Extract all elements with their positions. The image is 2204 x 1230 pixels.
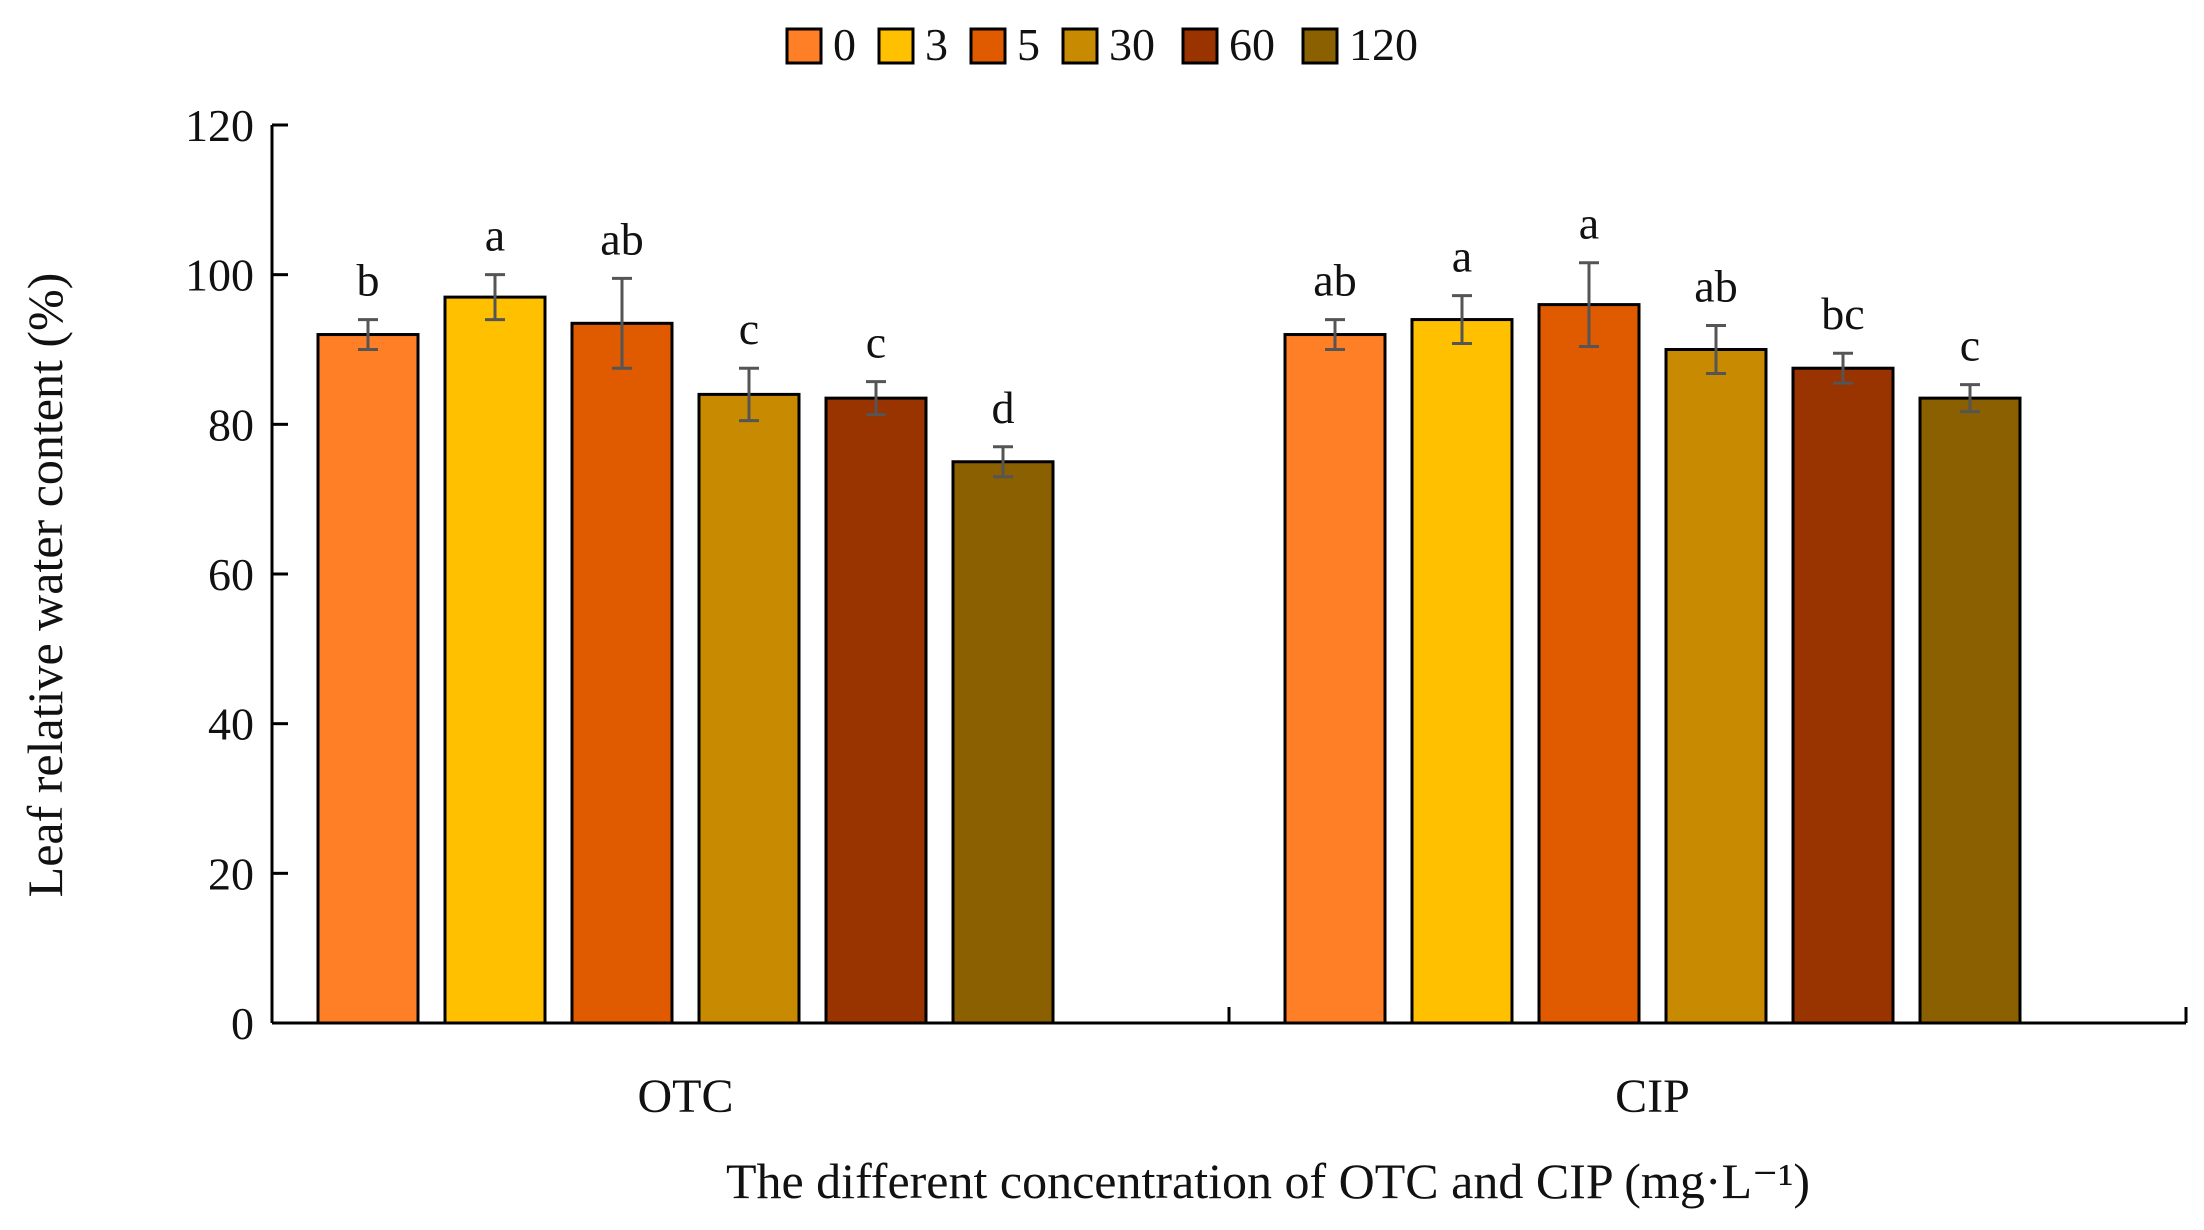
- significance-letter: ab: [1313, 255, 1356, 306]
- y-tick-label: 100: [185, 250, 254, 301]
- bar-otc-5: [570, 321, 674, 1025]
- legend-swatch-120: [1301, 27, 1339, 65]
- significance-letter: c: [1960, 320, 1980, 371]
- y-tick-label: 40: [208, 699, 254, 750]
- bar-cip-5: [1537, 303, 1641, 1025]
- bar-otc-30: [697, 392, 801, 1025]
- legend: 0 3 5 30 60 120: [785, 19, 1418, 70]
- x-tick-label: CIP: [1615, 1070, 1690, 1123]
- legend-label: 30: [1109, 19, 1155, 70]
- bar-cip-3: [1410, 318, 1514, 1025]
- legend-label: 3: [925, 19, 948, 70]
- bar-cip-30: [1664, 348, 1768, 1025]
- legend-swatch-3: [877, 27, 915, 65]
- bar-otc-0: [316, 333, 420, 1025]
- significance-letter: b: [357, 255, 380, 306]
- legend-swatch-60: [1181, 27, 1219, 65]
- x-axis-label: The different concentration of OTC and C…: [726, 1153, 1810, 1209]
- significance-letter: ab: [1694, 261, 1737, 312]
- significance-letter: a: [1579, 198, 1599, 249]
- legend-label: 5: [1017, 19, 1040, 70]
- bars: b a ab c c d ab a a ab bc c: [316, 198, 2022, 1025]
- x-tick-label: OTC: [638, 1070, 734, 1123]
- y-tick-label: 20: [208, 848, 254, 899]
- x-ticks: OTC CIP: [638, 1007, 2188, 1123]
- significance-letter: ab: [600, 213, 643, 264]
- y-tick-label: 60: [208, 549, 254, 600]
- significance-letter: a: [1452, 231, 1472, 282]
- y-ticks: 0 20 40 60 80 100 120: [185, 100, 288, 1049]
- y-tick-label: 120: [185, 100, 254, 151]
- bar-cip-120: [1918, 396, 2022, 1025]
- bar-cip-0: [1283, 333, 1387, 1025]
- legend-label: 60: [1229, 19, 1275, 70]
- bar-cip-60: [1791, 366, 1895, 1025]
- y-tick-label: 80: [208, 399, 254, 450]
- legend-swatch-5: [969, 27, 1007, 65]
- significance-letter: d: [992, 382, 1015, 433]
- significance-letter: c: [866, 317, 886, 368]
- y-tick-label: 0: [231, 998, 254, 1049]
- legend-label: 0: [833, 19, 856, 70]
- significance-letter: bc: [1821, 288, 1864, 339]
- legend-swatch-30: [1061, 27, 1099, 65]
- axes: [270, 125, 2186, 1025]
- y-axis-label: Leaf relative water content (%): [17, 273, 73, 898]
- legend-label: 120: [1349, 19, 1418, 70]
- bar-otc-120: [951, 460, 1055, 1025]
- legend-swatch-0: [785, 27, 823, 65]
- significance-letter: c: [739, 303, 759, 354]
- bar-otc-60: [824, 396, 928, 1025]
- bar-otc-3: [443, 295, 547, 1025]
- significance-letter: a: [485, 210, 505, 261]
